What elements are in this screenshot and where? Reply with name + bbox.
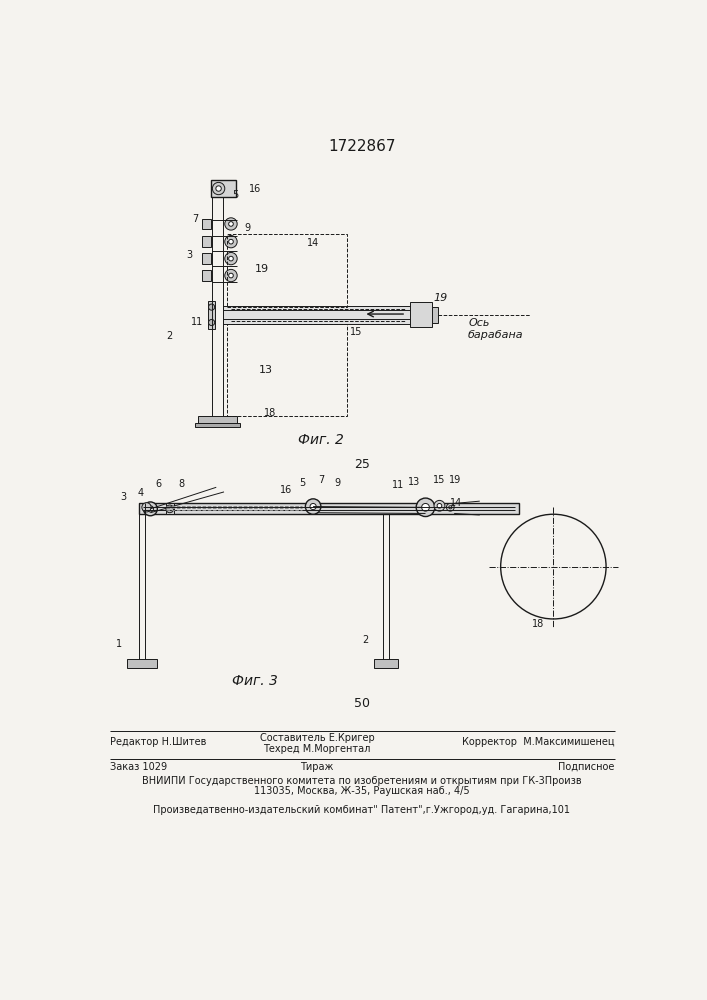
Bar [127, 659, 156, 668]
Circle shape [144, 502, 158, 516]
Text: 5: 5 [233, 190, 239, 200]
Text: 7: 7 [317, 475, 324, 485]
Text: Корректор  М.Максимишенец: Корректор М.Максимишенец [462, 737, 614, 747]
Text: 15: 15 [349, 327, 362, 337]
Bar [227, 324, 347, 416]
Text: 25: 25 [354, 458, 370, 471]
Circle shape [449, 506, 452, 509]
Bar [201, 270, 211, 281]
Text: 14: 14 [450, 498, 462, 508]
Text: Подписное: Подписное [559, 762, 614, 772]
Circle shape [228, 239, 233, 244]
Text: 5: 5 [299, 478, 305, 488]
Circle shape [446, 503, 454, 511]
Circle shape [225, 252, 237, 265]
Text: 4: 4 [137, 488, 144, 498]
Circle shape [209, 319, 215, 326]
Circle shape [228, 273, 233, 278]
Bar [227, 234, 347, 307]
Text: 9: 9 [244, 223, 250, 233]
Bar [432, 307, 438, 323]
Bar [139, 503, 518, 514]
Circle shape [212, 182, 225, 195]
Text: 6: 6 [155, 479, 161, 489]
Text: 2: 2 [363, 635, 369, 645]
Bar [201, 236, 211, 247]
Circle shape [305, 499, 321, 514]
Text: Фиг. 2: Фиг. 2 [298, 433, 344, 447]
Text: 13: 13 [408, 477, 420, 487]
Text: 50: 50 [354, 697, 370, 710]
Circle shape [416, 498, 435, 517]
Text: 19: 19 [449, 475, 461, 485]
Text: 8: 8 [178, 479, 185, 489]
Circle shape [225, 235, 237, 248]
Bar [373, 659, 398, 668]
Bar [223, 306, 426, 324]
Text: 1722867: 1722867 [328, 139, 396, 154]
Text: 3: 3 [120, 492, 127, 502]
Bar [166, 503, 174, 514]
Circle shape [310, 503, 316, 510]
Text: 9: 9 [335, 478, 341, 488]
Circle shape [437, 503, 442, 508]
Bar [410, 302, 432, 327]
Text: Фиг. 3: Фиг. 3 [232, 674, 278, 688]
Text: барабана: барабана [468, 330, 524, 340]
Text: Тираж: Тираж [300, 762, 334, 772]
Text: 19: 19 [434, 293, 448, 303]
Text: 1: 1 [117, 639, 122, 649]
Circle shape [216, 186, 221, 191]
Text: 15: 15 [433, 475, 445, 485]
Bar [201, 219, 211, 229]
Bar [195, 423, 240, 427]
Circle shape [421, 503, 429, 511]
Text: 113035, Москва, Ж-35, Раушская наб., 4/5: 113035, Москва, Ж-35, Раушская наб., 4/5 [254, 786, 469, 796]
Circle shape [142, 503, 151, 512]
Circle shape [228, 222, 233, 226]
Text: 18: 18 [264, 408, 276, 418]
Text: 14: 14 [307, 238, 320, 248]
Text: 2: 2 [167, 331, 173, 341]
Bar [201, 253, 211, 264]
Text: 11: 11 [392, 480, 404, 490]
Circle shape [166, 505, 174, 513]
Text: Техред М.Моргентал: Техред М.Моргентал [263, 744, 370, 754]
Text: Произведатвенно-издательский комбинат" Патент",г.Ужгород,уд. Гагарина,101: Произведатвенно-издательский комбинат" П… [153, 805, 571, 815]
Text: 19: 19 [255, 264, 269, 274]
Circle shape [434, 500, 445, 511]
Text: Составитель Е.Кригер: Составитель Е.Кригер [259, 733, 375, 743]
Bar [208, 301, 216, 329]
Bar [211, 180, 235, 197]
Circle shape [209, 304, 215, 310]
Circle shape [147, 506, 153, 512]
Circle shape [228, 256, 233, 261]
Text: 16: 16 [280, 485, 292, 495]
Bar [199, 416, 237, 423]
Text: 16: 16 [249, 184, 261, 194]
Circle shape [225, 218, 237, 230]
Text: 18: 18 [532, 619, 544, 629]
Text: 3: 3 [186, 250, 192, 260]
Text: 13: 13 [259, 365, 273, 375]
Text: Заказ 1029: Заказ 1029 [110, 762, 167, 772]
Text: ВНИИПИ Государственного комитета по изобретениям и открытиям при ГК-3Произв: ВНИИПИ Государственного комитета по изоб… [142, 776, 582, 786]
Text: Ось: Ось [468, 318, 489, 328]
Text: 11: 11 [191, 317, 203, 327]
Circle shape [225, 269, 237, 282]
Text: Редактор Н.Шитев: Редактор Н.Шитев [110, 737, 206, 747]
Text: 7: 7 [192, 214, 199, 224]
